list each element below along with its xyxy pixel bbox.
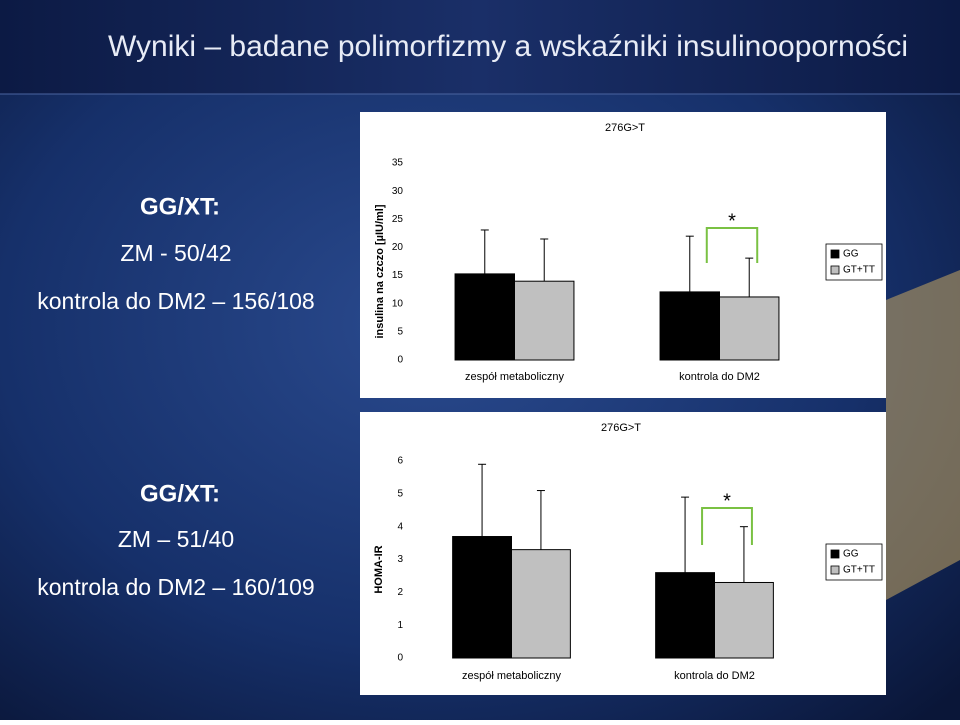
error-bar	[739, 526, 748, 583]
block-line: kontrola do DM2 – 156/108	[37, 288, 314, 314]
y-tick-label: 5	[397, 488, 403, 499]
block-line: ZM - 50/42	[120, 240, 231, 266]
bar	[454, 273, 515, 361]
tape-decoration	[886, 270, 960, 600]
legend-label: GT+TT	[843, 565, 875, 576]
significance-bracket	[701, 507, 753, 545]
y-tick-label: 5	[397, 326, 403, 337]
y-tick-label: 10	[392, 298, 404, 309]
annotation: *	[723, 490, 731, 512]
bar	[655, 572, 716, 659]
left-text: GG/XT: ZM - 50/42 kontrola do DM2 – 156/10…	[37, 193, 314, 600]
block-line: ZM – 51/40	[118, 526, 234, 552]
y-tick-label: 2	[397, 587, 403, 598]
slide-title: Wyniki – badane polimorfizmy a wskaźniki…	[108, 30, 908, 63]
block-heading: GG/XT:	[140, 193, 220, 220]
x-tick-label: zespół metaboliczny	[462, 670, 562, 682]
y-axis-label: insulina na czczo [µIU/ml]	[374, 204, 386, 338]
block-line: kontrola do DM2 – 160/109	[37, 574, 314, 600]
error-bar	[540, 238, 549, 282]
title-bar	[0, 0, 960, 94]
y-tick-label: 3	[397, 554, 403, 565]
x-tick-label: zespół metaboliczny	[465, 371, 565, 383]
error-bar	[685, 235, 694, 292]
y-tick-label: 15	[392, 270, 404, 281]
chart-title: 276G>T	[601, 422, 641, 434]
y-tick-label: 0	[397, 653, 403, 664]
y-tick-label: 4	[397, 521, 403, 532]
chart-panel	[360, 412, 886, 695]
y-tick-label: 35	[392, 158, 404, 169]
bar	[659, 291, 720, 361]
chart-panel	[360, 112, 886, 398]
y-tick-label: 30	[392, 186, 404, 197]
legend-label: GG	[843, 549, 859, 560]
significance-bracket	[705, 227, 759, 263]
legend-label: GT+TT	[843, 265, 875, 276]
legend-label: GG	[843, 249, 859, 260]
legend-swatch	[830, 265, 840, 275]
legend-swatch	[830, 549, 840, 559]
error-bar	[681, 496, 690, 573]
y-tick-label: 1	[397, 620, 403, 631]
x-tick-label: kontrola do DM2	[674, 670, 755, 682]
y-tick-label: 25	[392, 214, 404, 225]
error-bar	[478, 463, 487, 537]
legend-swatch	[830, 565, 840, 575]
y-tick-label: 20	[392, 242, 404, 253]
error-bar	[536, 490, 545, 550]
x-tick-label: kontrola do DM2	[679, 371, 760, 383]
bar	[511, 549, 571, 659]
bar	[719, 296, 780, 361]
bar	[452, 536, 513, 659]
bar	[514, 280, 575, 361]
chart-title: 276G>T	[605, 122, 645, 134]
block-heading: GG/XT:	[140, 480, 220, 507]
y-tick-label: 6	[397, 456, 403, 467]
error-bar	[480, 229, 489, 274]
y-tick-label: 0	[397, 355, 403, 366]
legend-swatch	[830, 249, 840, 259]
annotation: *	[728, 210, 736, 232]
y-axis-label: HOMA-IR	[373, 545, 385, 593]
error-bar	[745, 257, 754, 297]
bar	[714, 581, 774, 659]
